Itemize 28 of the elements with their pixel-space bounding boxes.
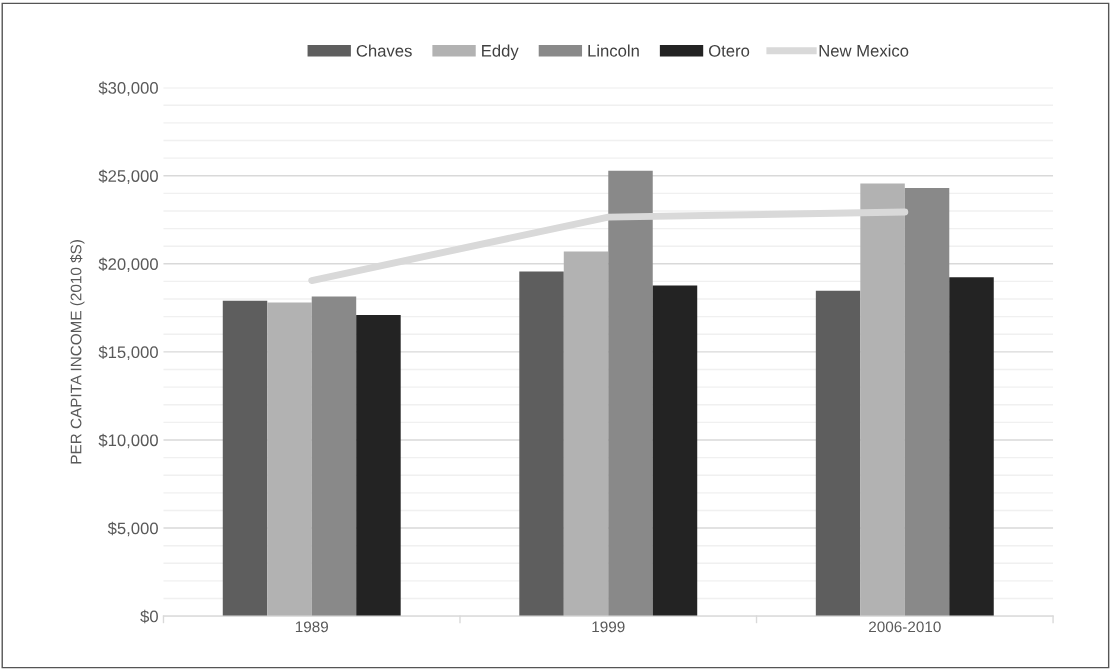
legend-label: Chaves	[356, 44, 412, 57]
y-tick-label: $25,000	[98, 169, 158, 184]
y-tick-label: $30,000	[98, 81, 158, 96]
x-tick-label: 1989	[295, 621, 328, 633]
bar	[563, 251, 609, 617]
bar	[356, 315, 401, 617]
y-tick-label: $0	[140, 609, 158, 624]
legend-label: Lincoln	[588, 44, 639, 57]
bar	[949, 277, 994, 617]
bar	[652, 285, 698, 617]
y-tick-label: $20,000	[98, 257, 158, 272]
bar	[860, 183, 905, 617]
y-tick-label: $10,000	[98, 433, 158, 449]
legend-label: Otero	[708, 44, 750, 57]
bar	[608, 170, 653, 617]
y-tick-label: $5,000	[107, 521, 158, 537]
bar	[311, 296, 357, 617]
x-tick-label: 2006-2010	[869, 621, 941, 633]
y-axis-title: PER CAPITA INCOME (2010 $S)	[69, 240, 85, 464]
legend-label: Eddy	[482, 44, 519, 61]
bar	[222, 300, 268, 617]
legend-label: New Mexico	[819, 44, 909, 57]
bar	[815, 290, 861, 617]
bar	[267, 302, 312, 617]
bar	[904, 188, 950, 617]
bar	[519, 271, 564, 617]
x-tick-label: 1999	[592, 621, 625, 633]
y-tick-label: $15,000	[98, 345, 158, 361]
